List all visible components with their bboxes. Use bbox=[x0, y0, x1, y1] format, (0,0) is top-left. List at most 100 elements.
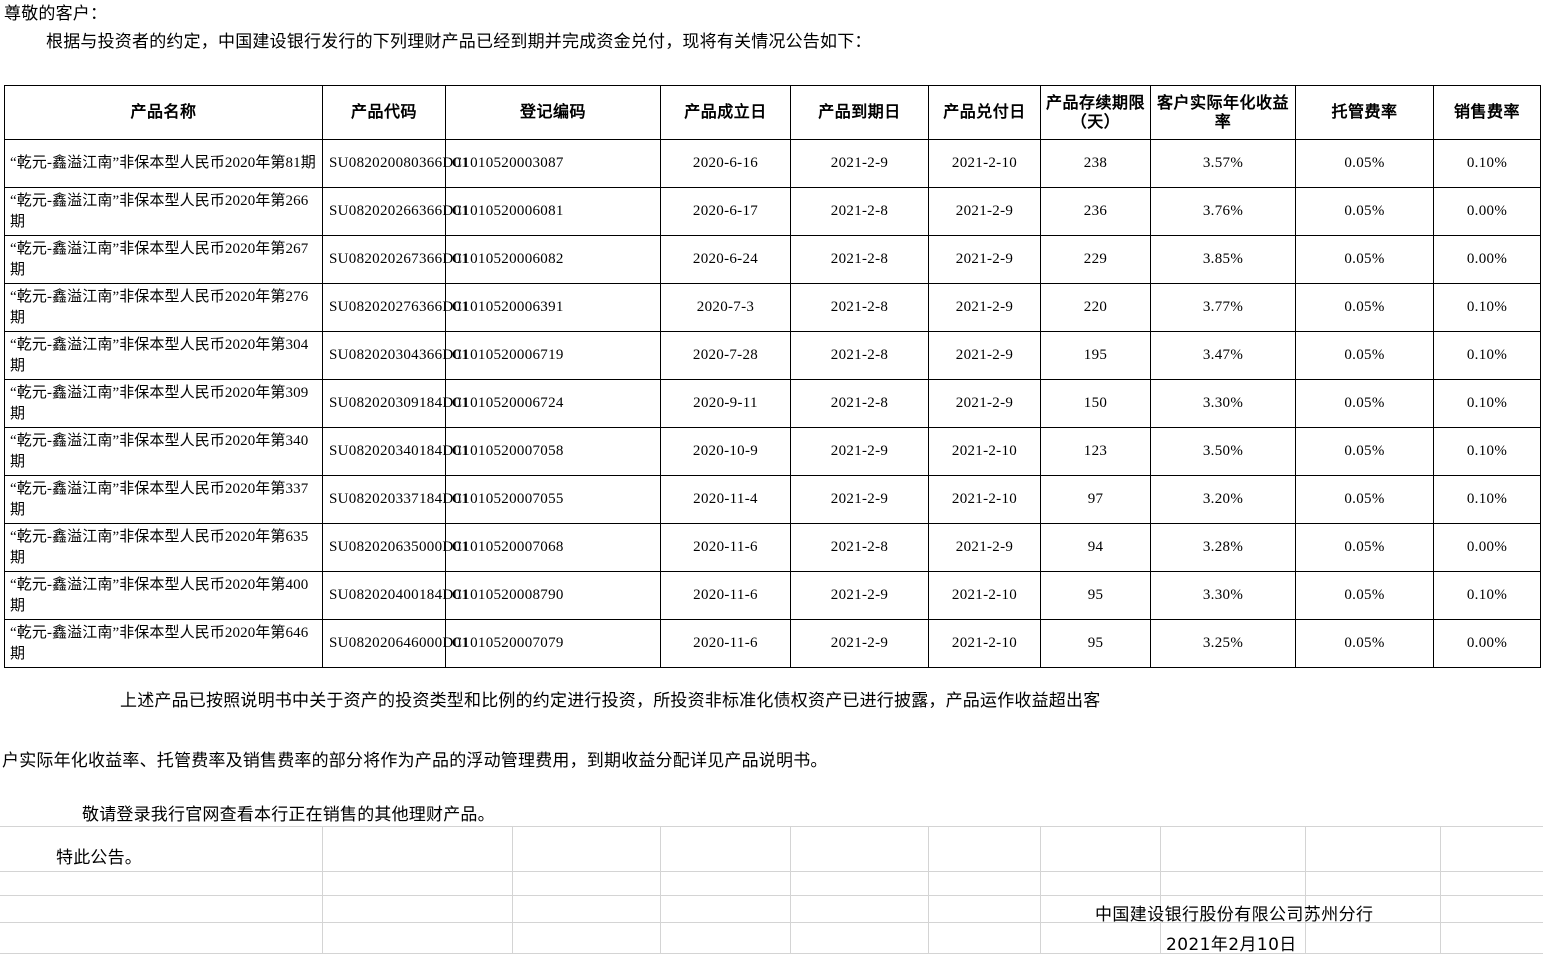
salutation-text: 尊敬的客户： bbox=[4, 4, 108, 23]
cell-maturity-date: 2021-2-8 bbox=[790, 187, 929, 236]
cell-maturity-date: 2021-2-9 bbox=[790, 619, 929, 668]
signature-date: 2021年2月10日 bbox=[1166, 935, 1297, 955]
cell-actual-annual-return: 3.47% bbox=[1150, 331, 1296, 380]
cell-start-date: 2020-11-4 bbox=[660, 475, 791, 524]
column-header-product-name: 产品名称 bbox=[4, 85, 323, 140]
cell-start-date: 2020-6-17 bbox=[660, 187, 791, 236]
cell-sales-fee-rate: 0.00% bbox=[1433, 619, 1541, 668]
cell-payment-date: 2021-2-10 bbox=[928, 475, 1041, 524]
cell-actual-annual-return: 3.77% bbox=[1150, 283, 1296, 332]
cell-registration-code: C1010520003087 bbox=[445, 139, 661, 188]
cell-sales-fee-rate: 0.00% bbox=[1433, 235, 1541, 284]
cell-product-name: “乾元-鑫溢江南”非保本型人民币2020年第81期 bbox=[4, 139, 323, 188]
cell-custody-fee-rate: 0.05% bbox=[1295, 139, 1434, 188]
footer-paragraph-2: 户实际年化收益率、托管费率及销售费率的部分将作为产品的浮动管理费用，到期收益分配… bbox=[2, 751, 828, 770]
table-row: “乾元-鑫溢江南”非保本型人民币2020年第276期 SU082020276366… bbox=[4, 283, 1541, 332]
cell-duration-days: 229 bbox=[1040, 235, 1151, 284]
cell-sales-fee-rate: 0.10% bbox=[1433, 139, 1541, 188]
cell-registration-code: C1010520007058 bbox=[445, 427, 661, 476]
table-body: “乾元-鑫溢江南”非保本型人民币2020年第81期 SU082020080366D… bbox=[4, 139, 1541, 668]
cell-actual-annual-return: 3.25% bbox=[1150, 619, 1296, 668]
cell-start-date: 2020-6-16 bbox=[660, 139, 791, 188]
footer-paragraph-1: 上述产品已按照说明书中关于资产的投资类型和比例的约定进行投资，所投资非标准化债权… bbox=[120, 691, 1101, 710]
table-row: “乾元-鑫溢江南”非保本型人民币2020年第304期 SU082020304366… bbox=[4, 331, 1541, 380]
cell-actual-annual-return: 3.28% bbox=[1150, 523, 1296, 572]
cell-custody-fee-rate: 0.05% bbox=[1295, 331, 1434, 380]
cell-duration-days: 150 bbox=[1040, 379, 1151, 428]
cell-registration-code: C1010520007068 bbox=[445, 523, 661, 572]
cell-custody-fee-rate: 0.05% bbox=[1295, 379, 1434, 428]
cell-start-date: 2020-9-11 bbox=[660, 379, 791, 428]
cell-maturity-date: 2021-2-8 bbox=[790, 235, 929, 284]
cell-product-name: “乾元-鑫溢江南”非保本型人民币2020年第266期 bbox=[4, 187, 323, 236]
column-header-actual-annual-return: 客户实际年化收益率 bbox=[1150, 85, 1296, 140]
cell-product-name: “乾元-鑫溢江南”非保本型人民币2020年第340期 bbox=[4, 427, 323, 476]
cell-actual-annual-return: 3.76% bbox=[1150, 187, 1296, 236]
cell-actual-annual-return: 3.50% bbox=[1150, 427, 1296, 476]
cell-maturity-date: 2021-2-8 bbox=[790, 283, 929, 332]
column-header-product-code: 产品代码 bbox=[322, 85, 446, 140]
cell-sales-fee-rate: 0.10% bbox=[1433, 331, 1541, 380]
column-header-start-date: 产品成立日 bbox=[660, 85, 791, 140]
cell-duration-days: 97 bbox=[1040, 475, 1151, 524]
table-row: “乾元-鑫溢江南”非保本型人民币2020年第266期 SU082020266366… bbox=[4, 187, 1541, 236]
cell-duration-days: 95 bbox=[1040, 571, 1151, 620]
cell-maturity-date: 2021-2-8 bbox=[790, 331, 929, 380]
cell-product-code: SU082020646000D01 bbox=[322, 619, 469, 668]
column-header-duration-days: 产品存续期限 （天） bbox=[1040, 85, 1151, 140]
cell-duration-days: 123 bbox=[1040, 427, 1151, 476]
table-row: “乾元-鑫溢江南”非保本型人民币2020年第646期 SU082020646000… bbox=[4, 619, 1541, 668]
cell-payment-date: 2021-2-9 bbox=[928, 283, 1041, 332]
table-header-row: 产品名称 产品代码 登记编码 产品成立日 产品到期日 产品兑付日 产品存续期限 … bbox=[4, 85, 1541, 140]
cell-registration-code: C1010520008790 bbox=[445, 571, 661, 620]
cell-product-code: SU082020267366D01 bbox=[322, 235, 469, 284]
table-row: “乾元-鑫溢江南”非保本型人民币2020年第309期 SU082020309184… bbox=[4, 379, 1541, 428]
cell-start-date: 2020-11-6 bbox=[660, 571, 791, 620]
column-header-registration-code: 登记编码 bbox=[445, 85, 661, 140]
cell-custody-fee-rate: 0.05% bbox=[1295, 427, 1434, 476]
cell-product-name: “乾元-鑫溢江南”非保本型人民币2020年第400期 bbox=[4, 571, 323, 620]
cell-payment-date: 2021-2-10 bbox=[928, 571, 1041, 620]
cell-maturity-date: 2021-2-8 bbox=[790, 379, 929, 428]
table-row: “乾元-鑫溢江南”非保本型人民币2020年第81期 SU082020080366D… bbox=[4, 139, 1541, 188]
cell-duration-days: 238 bbox=[1040, 139, 1151, 188]
cell-maturity-date: 2021-2-9 bbox=[790, 427, 929, 476]
cell-registration-code: C1010520006082 bbox=[445, 235, 661, 284]
cell-payment-date: 2021-2-9 bbox=[928, 187, 1041, 236]
table-row: “乾元-鑫溢江南”非保本型人民币2020年第340期 SU082020340184… bbox=[4, 427, 1541, 476]
duration-label-line2: （天） bbox=[1070, 113, 1121, 131]
cell-product-code: SU082020635000D01 bbox=[322, 523, 469, 572]
cell-actual-annual-return: 3.57% bbox=[1150, 139, 1296, 188]
cell-product-name: “乾元-鑫溢江南”非保本型人民币2020年第267期 bbox=[4, 235, 323, 284]
cell-duration-days: 195 bbox=[1040, 331, 1151, 380]
cell-product-code: SU082020400184D01 bbox=[322, 571, 469, 620]
cell-registration-code: C1010520007055 bbox=[445, 475, 661, 524]
matured-products-table: 产品名称 产品代码 登记编码 产品成立日 产品到期日 产品兑付日 产品存续期限 … bbox=[4, 85, 1541, 668]
table-row: “乾元-鑫溢江南”非保本型人民币2020年第267期 SU082020267366… bbox=[4, 235, 1541, 284]
column-header-sales-fee-rate: 销售费率 bbox=[1433, 85, 1541, 140]
cell-registration-code: C1010520006724 bbox=[445, 379, 661, 428]
cell-start-date: 2020-7-28 bbox=[660, 331, 791, 380]
table-row: “乾元-鑫溢江南”非保本型人民币2020年第635期 SU082020635000… bbox=[4, 523, 1541, 572]
cell-maturity-date: 2021-2-9 bbox=[790, 475, 929, 524]
cell-payment-date: 2021-2-10 bbox=[928, 139, 1041, 188]
cell-product-name: “乾元-鑫溢江南”非保本型人民币2020年第646期 bbox=[4, 619, 323, 668]
cell-start-date: 2020-11-6 bbox=[660, 523, 791, 572]
cell-start-date: 2020-6-24 bbox=[660, 235, 791, 284]
intro-block: 尊敬的客户： 根据与投资者的约定，中国建设银行发行的下列理财产品已经到期并完成资… bbox=[0, 0, 1543, 56]
cell-custody-fee-rate: 0.05% bbox=[1295, 187, 1434, 236]
footer-paragraph-3: 敬请登录我行官网查看本行正在销售的其他理财产品。 bbox=[82, 805, 495, 824]
gridline-horizontal bbox=[0, 871, 1543, 872]
cell-start-date: 2020-11-6 bbox=[660, 619, 791, 668]
table-row: “乾元-鑫溢江南”非保本型人民币2020年第400期 SU082020400184… bbox=[4, 571, 1541, 620]
cell-custody-fee-rate: 0.05% bbox=[1295, 571, 1434, 620]
cell-custody-fee-rate: 0.05% bbox=[1295, 475, 1434, 524]
cell-custody-fee-rate: 0.05% bbox=[1295, 619, 1434, 668]
cell-payment-date: 2021-2-9 bbox=[928, 523, 1041, 572]
cell-product-code: SU082020340184D01 bbox=[322, 427, 469, 476]
cell-actual-annual-return: 3.30% bbox=[1150, 379, 1296, 428]
cell-payment-date: 2021-2-9 bbox=[928, 235, 1041, 284]
cell-actual-annual-return: 3.20% bbox=[1150, 475, 1296, 524]
cell-registration-code: C1010520007079 bbox=[445, 619, 661, 668]
cell-payment-date: 2021-2-9 bbox=[928, 379, 1041, 428]
